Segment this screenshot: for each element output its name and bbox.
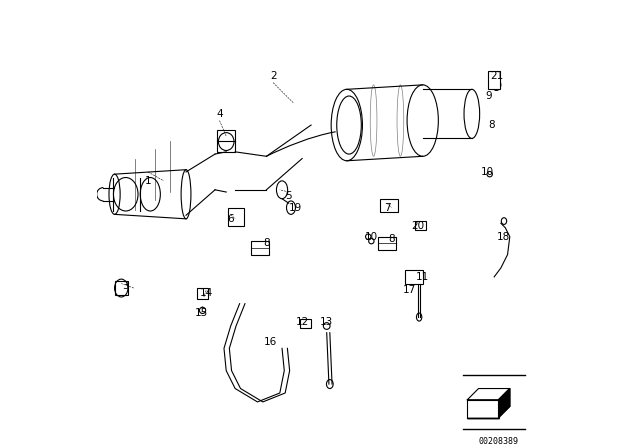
FancyBboxPatch shape — [251, 241, 269, 254]
FancyBboxPatch shape — [197, 288, 209, 299]
Text: 8: 8 — [263, 238, 269, 248]
Bar — [115, 281, 128, 295]
Text: 6: 6 — [227, 214, 234, 224]
Text: 1: 1 — [145, 176, 152, 186]
Text: 17: 17 — [403, 285, 416, 295]
FancyBboxPatch shape — [300, 319, 311, 328]
FancyBboxPatch shape — [378, 237, 396, 250]
FancyBboxPatch shape — [405, 270, 422, 284]
Text: 9: 9 — [486, 91, 492, 101]
Text: 12: 12 — [296, 317, 308, 327]
Text: 7: 7 — [383, 202, 390, 213]
FancyBboxPatch shape — [218, 129, 235, 152]
FancyBboxPatch shape — [228, 208, 244, 225]
Text: 8: 8 — [388, 234, 395, 244]
Text: 10: 10 — [365, 232, 378, 241]
Text: 14: 14 — [200, 288, 212, 297]
FancyBboxPatch shape — [380, 199, 398, 212]
Text: 3: 3 — [122, 281, 129, 291]
FancyBboxPatch shape — [415, 221, 426, 230]
Text: 4: 4 — [216, 109, 223, 119]
Text: 2: 2 — [270, 71, 276, 81]
Text: 15: 15 — [195, 308, 208, 318]
Text: 11: 11 — [416, 272, 429, 282]
Text: 20: 20 — [412, 220, 425, 231]
Text: 10: 10 — [481, 167, 494, 177]
Polygon shape — [499, 388, 510, 418]
FancyBboxPatch shape — [488, 71, 500, 89]
Text: 21: 21 — [490, 71, 503, 81]
Text: 16: 16 — [264, 336, 278, 347]
Text: 5: 5 — [285, 191, 292, 202]
Text: 13: 13 — [320, 317, 333, 327]
Text: 19: 19 — [289, 202, 302, 213]
Text: 18: 18 — [497, 232, 509, 241]
Text: 8: 8 — [488, 120, 495, 130]
Text: 00208389: 00208389 — [479, 437, 518, 446]
